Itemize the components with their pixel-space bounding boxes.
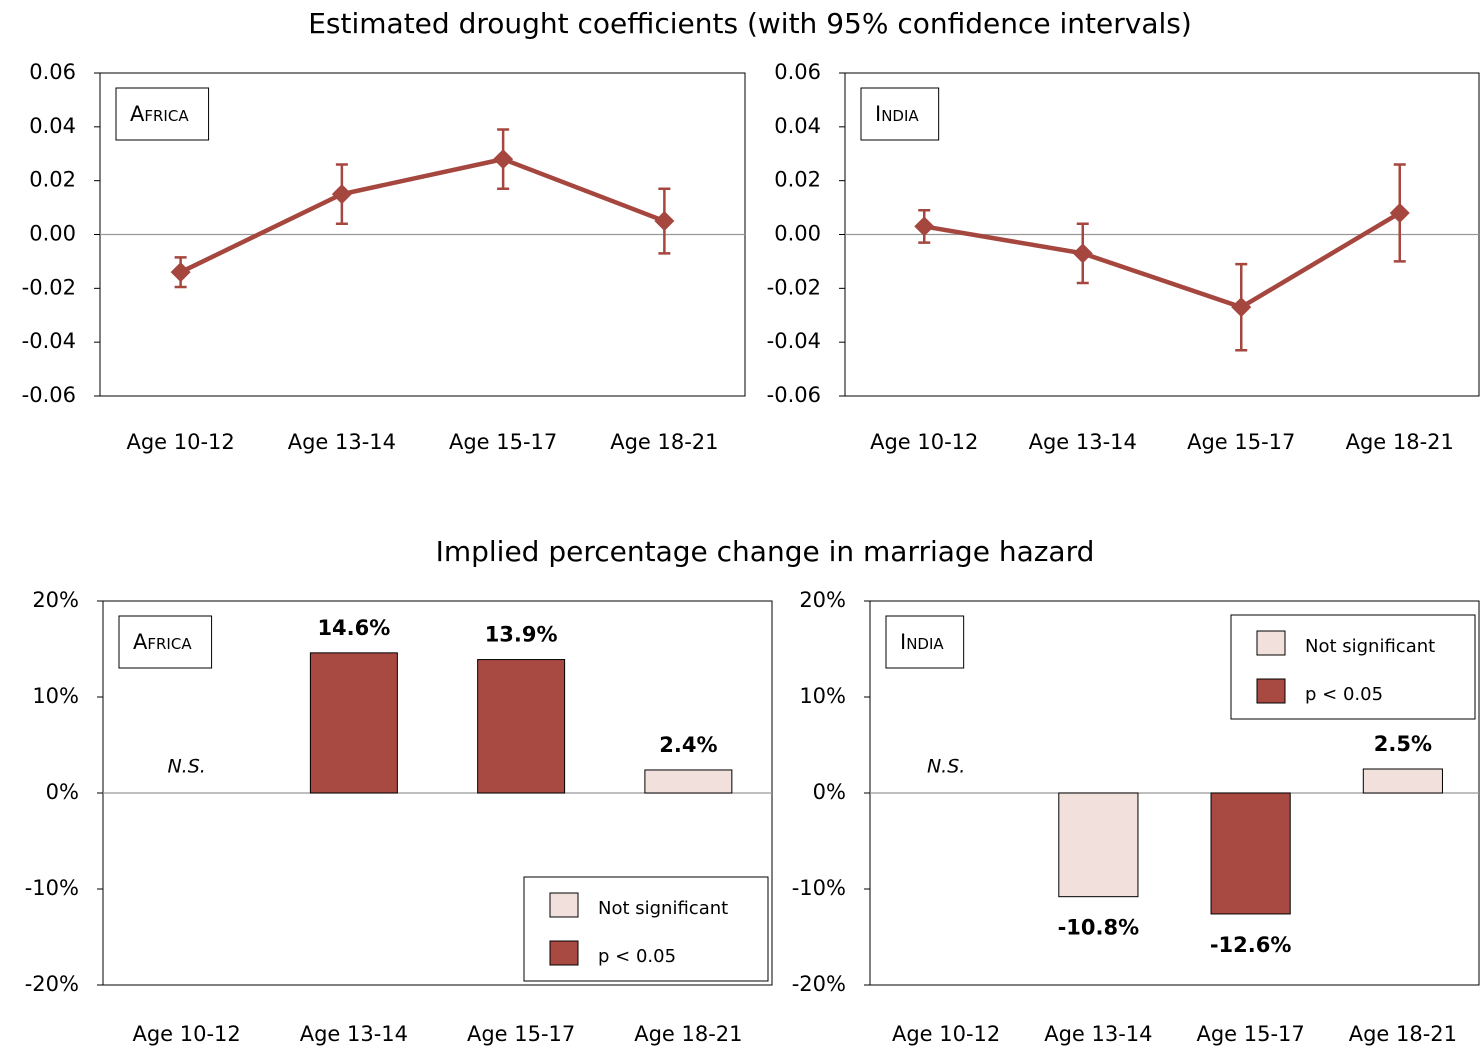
chart-title: Estimated drought coefficients (with 95%… — [308, 7, 1192, 40]
chart-title: Implied percentage change in marriage ha… — [436, 535, 1095, 568]
legend-label: Not significant — [1305, 636, 1435, 657]
legend-swatch — [549, 892, 579, 918]
value-label: 13.9% — [485, 623, 558, 647]
y-tick-label: -20% — [792, 972, 846, 996]
y-tick-label: 0.00 — [774, 222, 821, 246]
y-tick-label: 0.06 — [29, 60, 76, 84]
x-tick-label: Age 15-17 — [1187, 430, 1295, 454]
x-tick-label: Age 15-17 — [467, 1022, 575, 1046]
y-tick-label: 0.00 — [29, 222, 76, 246]
legend-label: p < 0.05 — [598, 946, 676, 967]
line — [923, 211, 1401, 310]
value-label: 2.5% — [1374, 732, 1432, 756]
region-label-box — [885, 615, 965, 669]
x-tick-label: Age 10-12 — [126, 430, 234, 454]
y-tick-label: -10% — [792, 876, 846, 900]
region-label-box — [118, 615, 213, 669]
bar — [477, 659, 566, 794]
y-tick-label: -0.06 — [22, 383, 76, 407]
marker — [493, 149, 514, 170]
region-label: India — [900, 630, 944, 654]
y-tick-label: -0.06 — [767, 383, 821, 407]
y-tick-label: 0% — [46, 780, 79, 804]
y-tick-label: -10% — [25, 876, 79, 900]
y-tick-label: 20% — [32, 588, 79, 612]
value-label: 2.4% — [659, 733, 717, 757]
x-tick-label: Age 18-21 — [634, 1022, 742, 1046]
marker — [1389, 202, 1410, 223]
region-label-box — [115, 87, 210, 141]
region-label: Africa — [133, 630, 192, 654]
x-tick-label: Age 13-14 — [300, 1022, 408, 1046]
y-tick-label: 0% — [813, 780, 846, 804]
y-tick-label: -0.04 — [767, 329, 821, 353]
region-label: Africa — [130, 102, 189, 126]
value-label: -12.6% — [1210, 933, 1292, 957]
marker — [331, 184, 352, 205]
bar — [309, 652, 398, 794]
bar — [1210, 792, 1291, 915]
y-tick-label: -20% — [25, 972, 79, 996]
x-tick-label: Age 10-12 — [892, 1022, 1000, 1046]
legend-swatch — [1256, 630, 1286, 656]
x-tick-label: Age 10-12 — [870, 430, 978, 454]
x-tick-label: Age 18-21 — [1346, 430, 1454, 454]
marker — [654, 211, 675, 232]
x-tick-label: Age 13-14 — [1044, 1022, 1152, 1046]
legend-label: Not significant — [598, 898, 728, 919]
bar — [1058, 792, 1139, 898]
y-tick-label: 0.02 — [29, 168, 76, 192]
value-label: 14.6% — [317, 616, 390, 640]
line — [179, 156, 666, 275]
y-tick-label: -0.02 — [767, 275, 821, 299]
marker — [1231, 297, 1252, 318]
y-tick-label: 0.06 — [774, 60, 821, 84]
y-tick-label: -0.02 — [22, 275, 76, 299]
y-tick-label: 0.02 — [774, 168, 821, 192]
x-tick-label: Age 18-21 — [1349, 1022, 1457, 1046]
marker — [1072, 243, 1093, 264]
marker — [914, 216, 935, 237]
y-tick-label: 0.04 — [29, 114, 76, 138]
value-label: N.S. — [927, 756, 965, 778]
x-tick-label: Age 13-14 — [288, 430, 396, 454]
legend-swatch — [1256, 678, 1286, 704]
legend-label: p < 0.05 — [1305, 684, 1383, 705]
y-tick-label: -0.04 — [22, 329, 76, 353]
y-tick-label: 20% — [799, 588, 846, 612]
x-tick-label: Age 15-17 — [449, 430, 557, 454]
x-tick-label: Age 15-17 — [1196, 1022, 1304, 1046]
y-tick-label: 10% — [799, 684, 846, 708]
x-tick-label: Age 18-21 — [610, 430, 718, 454]
legend-swatch — [549, 940, 579, 966]
value-label: -10.8% — [1058, 916, 1140, 940]
region-label: India — [875, 102, 919, 126]
y-tick-label: 10% — [32, 684, 79, 708]
bar — [1362, 768, 1443, 794]
x-tick-label: Age 10-12 — [132, 1022, 240, 1046]
value-label: N.S. — [167, 756, 205, 778]
y-tick-label: 0.04 — [774, 114, 821, 138]
x-tick-label: Age 13-14 — [1029, 430, 1137, 454]
region-label-box — [860, 87, 940, 141]
bar — [644, 769, 733, 794]
marker — [170, 262, 191, 283]
